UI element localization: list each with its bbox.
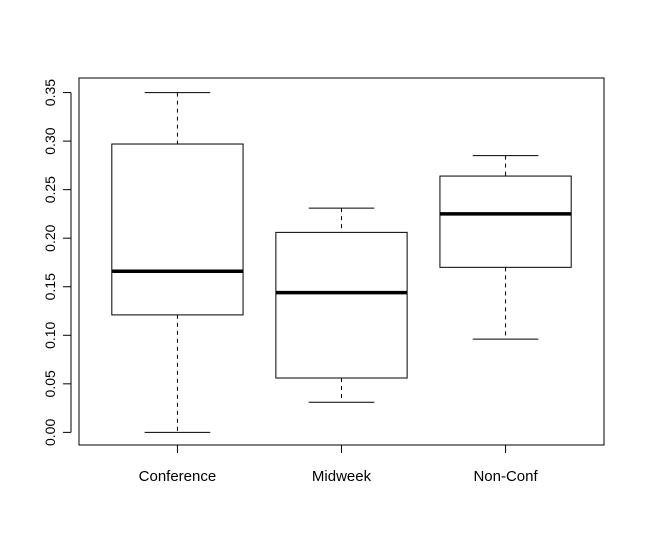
- x-axis: Conference Midweek Non-Conf: [139, 445, 538, 485]
- y-tick-label: 0.15: [42, 273, 58, 300]
- y-tick-label: 0.00: [42, 419, 58, 446]
- box-midweek: [275, 207, 408, 403]
- boxes-group: [111, 92, 572, 433]
- y-axis: 0.00 0.05 0.10 0.15 0.20 0.25 0.30 0.35: [42, 79, 72, 446]
- y-tick-label: 0.25: [42, 176, 58, 203]
- y-tick-label: 0.20: [42, 224, 58, 251]
- x-tick-label: Conference: [139, 468, 217, 485]
- box-conference: [111, 92, 244, 433]
- iqr-box: [275, 231, 408, 379]
- x-tick-label: Non-Conf: [473, 468, 538, 485]
- y-tick-label: 0.30: [42, 127, 58, 154]
- y-tick-label: 0.05: [42, 370, 58, 397]
- iqr-box: [439, 175, 572, 268]
- box-non-conf: [439, 155, 572, 340]
- x-tick-label: Midweek: [312, 468, 372, 485]
- y-tick-label: 0.10: [42, 321, 58, 348]
- iqr-box: [111, 143, 244, 316]
- y-tick-label: 0.35: [42, 79, 58, 106]
